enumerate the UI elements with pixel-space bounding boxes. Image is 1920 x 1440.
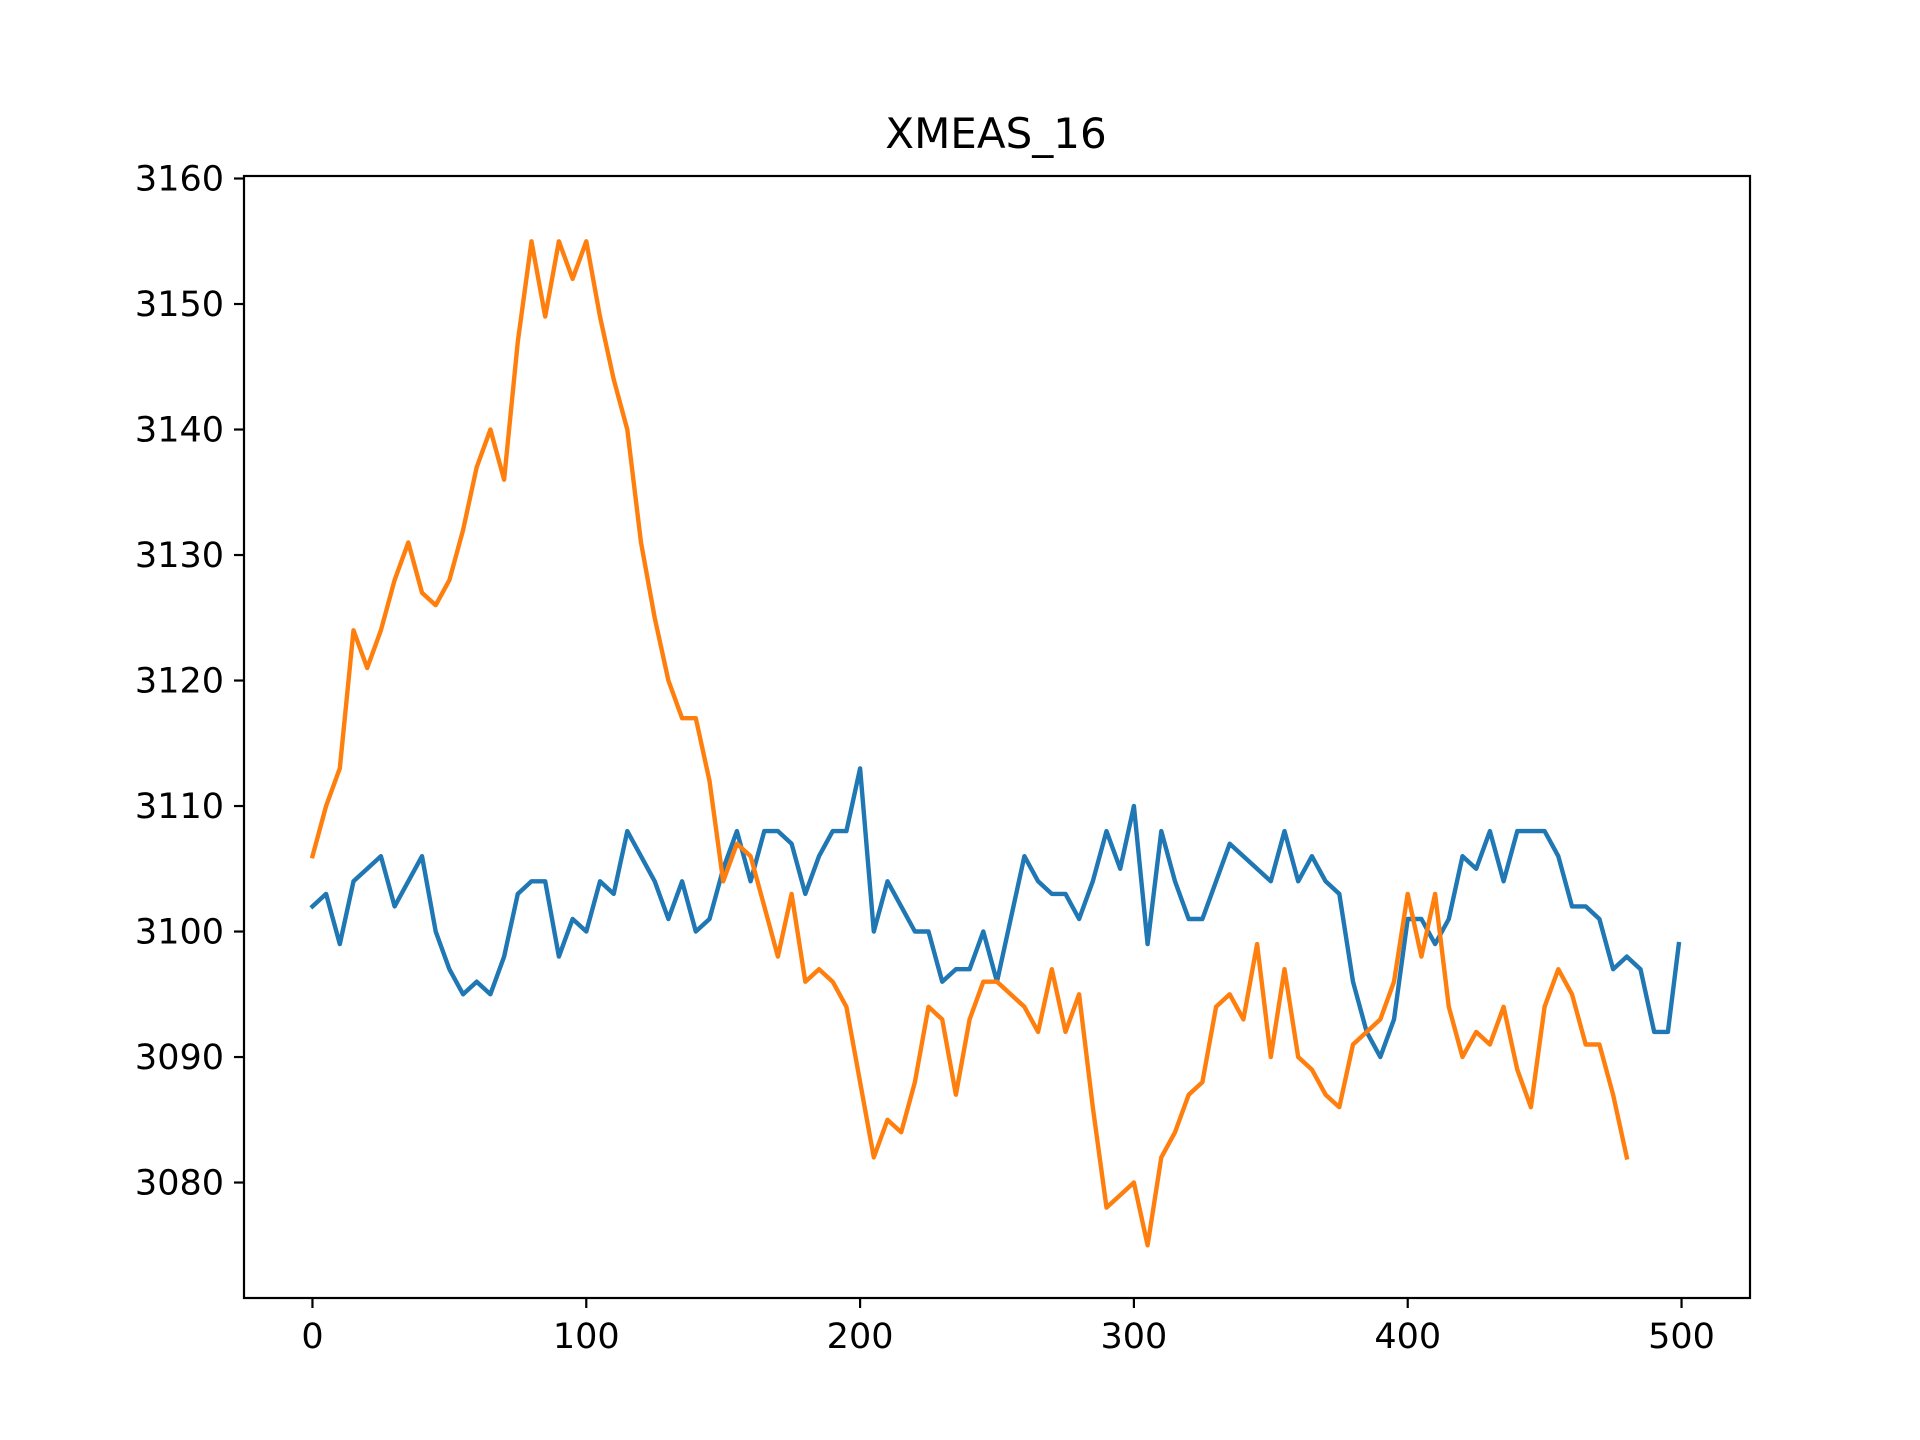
x-axis: 0 100 200 300 400 500 [301, 1298, 1715, 1357]
x-tick-label: 200 [827, 1317, 894, 1357]
series-layer [309, 239, 1682, 1248]
series-line-2 [309, 239, 1630, 1248]
y-axis: 3080 3090 3100 3110 3120 3130 3140 3150 3160 [135, 160, 244, 1204]
y-tick-label: 3100 [135, 913, 224, 953]
y-tick-label: 3080 [135, 1164, 224, 1204]
y-tick-label: 3150 [135, 285, 224, 325]
x-tick-label: 400 [1374, 1317, 1441, 1357]
chart-title: XMEAS_16 [885, 109, 1106, 158]
y-tick-label: 3120 [135, 662, 224, 702]
y-tick-label: 3130 [135, 536, 224, 576]
y-tick-label: 3090 [135, 1038, 224, 1078]
y-tick-label: 3160 [135, 160, 224, 200]
x-tick-label: 500 [1648, 1317, 1715, 1357]
plot-area-frame [242, 174, 1752, 1300]
x-tick-label: 300 [1101, 1317, 1168, 1357]
y-tick-label: 3110 [135, 787, 224, 827]
x-tick-label: 100 [553, 1317, 620, 1357]
y-tick-label: 3140 [135, 411, 224, 451]
x-tick-label: 0 [301, 1317, 323, 1357]
